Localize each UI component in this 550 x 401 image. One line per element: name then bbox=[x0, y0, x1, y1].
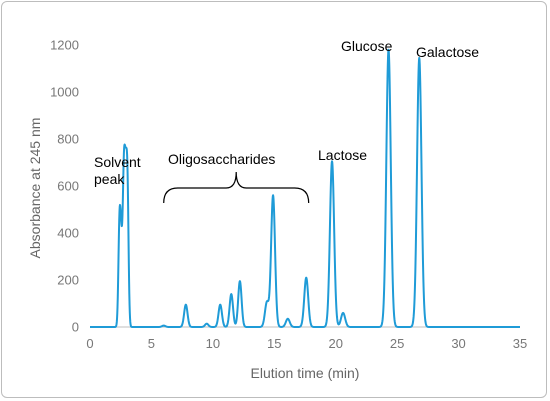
y-tick-label: 1200 bbox=[50, 38, 79, 53]
peak-point bbox=[286, 317, 289, 320]
y-tick-label: 600 bbox=[57, 179, 79, 194]
peak-point bbox=[272, 194, 275, 197]
x-tick-label: 25 bbox=[390, 336, 404, 351]
y-axis-title: Absorbance at 245 nm bbox=[27, 118, 43, 259]
oligosaccharides-brace bbox=[163, 171, 310, 204]
peak-point bbox=[162, 324, 165, 327]
peak-point bbox=[120, 221, 123, 224]
y-tick-label: 800 bbox=[57, 132, 79, 147]
annotation-solvent-line2: peak bbox=[94, 171, 125, 187]
peak-point bbox=[219, 303, 222, 306]
x-tick-label: 35 bbox=[513, 336, 527, 351]
peak-point bbox=[342, 311, 345, 314]
peak-point bbox=[118, 210, 121, 213]
y-tick-labels: 0 200 400 600 800 1000 1200 bbox=[50, 38, 79, 335]
annotation-lactose: Lactose bbox=[318, 147, 367, 163]
peak-point bbox=[124, 146, 127, 149]
x-tick-label: 15 bbox=[267, 336, 281, 351]
peak-point bbox=[265, 300, 268, 303]
y-tick-label: 200 bbox=[57, 273, 79, 288]
chromatogram-line bbox=[89, 48, 521, 328]
peak-point bbox=[230, 293, 233, 296]
peak-point bbox=[305, 276, 308, 279]
peak-point bbox=[205, 322, 208, 325]
x-tick-label: 10 bbox=[206, 336, 220, 351]
x-tick-label: 20 bbox=[328, 336, 342, 351]
peak-point bbox=[184, 303, 187, 306]
annotation-glucose: Glucose bbox=[341, 38, 393, 54]
annotation-solvent-line1: Solvent bbox=[94, 154, 141, 170]
y-tick-label: 400 bbox=[57, 226, 79, 241]
x-tick-labels: 0 5 10 15 20 25 30 35 bbox=[86, 336, 527, 351]
x-tick-label: 30 bbox=[451, 336, 465, 351]
x-tick-label: 0 bbox=[86, 336, 93, 351]
annotation-oligosaccharides: Oligosaccharides bbox=[168, 151, 275, 167]
peak-point bbox=[238, 280, 241, 283]
x-tick-label: 5 bbox=[148, 336, 155, 351]
y-tick-label: 1000 bbox=[50, 85, 79, 100]
y-tick-label: 0 bbox=[72, 320, 79, 335]
annotation-galactose: Galactose bbox=[416, 44, 479, 60]
x-axis-title: Elution time (min) bbox=[251, 365, 360, 381]
